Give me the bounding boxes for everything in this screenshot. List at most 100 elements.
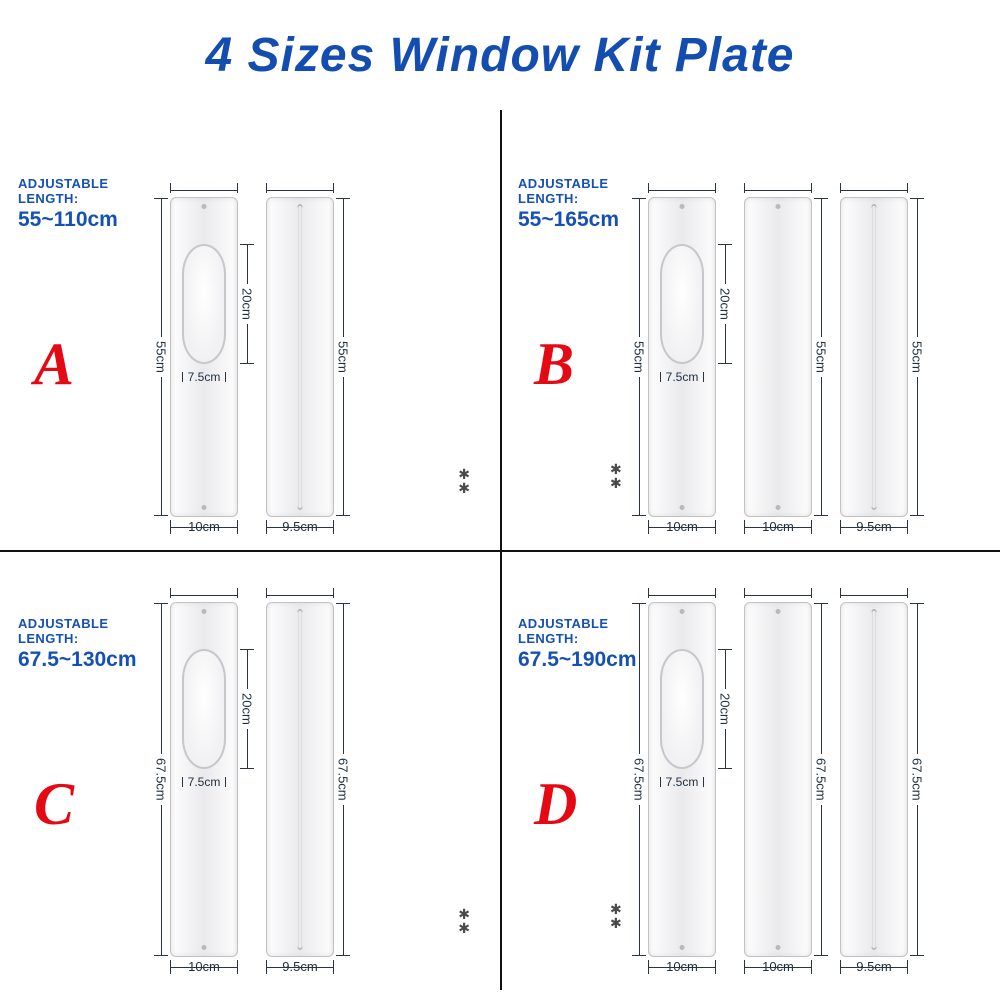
aux-plate-unit: 67.5cm 9.5cm xyxy=(266,602,334,974)
plate-height-label: 55cm xyxy=(632,341,647,373)
mid-plate: 55cm xyxy=(744,197,812,517)
slot-height-marker: 20cm xyxy=(237,649,257,769)
plate-height-label: 67.5cm xyxy=(336,758,351,801)
top-width-marker xyxy=(266,588,334,598)
main-plate: 7.5cm 67.5cm 20cm xyxy=(648,602,716,957)
mid-plate-unit: 67.5cm 10cm xyxy=(744,602,812,974)
plate-height-marker-right: 67.5cm xyxy=(811,603,831,956)
plate-height-label: 55cm xyxy=(154,341,169,373)
plate-row: 7.5cm 67.5cm 20cm 10cm xyxy=(648,584,908,974)
hose-slot xyxy=(660,244,704,364)
page-title: 4 Sizes Window Kit Plate xyxy=(0,0,1000,95)
aux-plate-unit: 55cm 9.5cm xyxy=(840,197,908,534)
top-width-marker xyxy=(840,183,908,193)
variant-c-panel: ADJUSTABLE LENGTH: 67.5~130cm C 7.5cm 67… xyxy=(0,550,500,990)
adjustable-length-block: ADJUSTABLE LENGTH: 55~110cm xyxy=(18,176,163,232)
slot-width-label: 7.5cm xyxy=(182,775,226,789)
main-plate-unit: 7.5cm 55cm 20cm 10cm xyxy=(170,197,238,534)
plate-height-marker-right: 55cm xyxy=(333,198,353,516)
main-plate: 7.5cm 55cm 20cm xyxy=(648,197,716,517)
top-width-marker xyxy=(840,588,908,598)
plate-height-label: 55cm xyxy=(336,341,351,373)
plate-row: 7.5cm 55cm 20cm 10cm xyxy=(170,144,334,534)
plate-width-marker: 9.5cm xyxy=(840,519,908,534)
plate-height-label: 67.5cm xyxy=(632,758,647,801)
screws-icon: ✱✱ xyxy=(610,902,622,930)
aux-plate: 67.5cm xyxy=(840,602,908,957)
main-plate: 7.5cm 55cm 20cm xyxy=(170,197,238,517)
slot-width-label: 7.5cm xyxy=(660,370,704,384)
hose-slot xyxy=(182,244,226,364)
screws-icon: ✱✱ xyxy=(610,462,622,490)
plate-width-marker: 10cm xyxy=(648,519,716,534)
plate-height-marker-left: 55cm xyxy=(151,198,171,516)
top-width-marker xyxy=(744,588,812,598)
aux-plate: 67.5cm xyxy=(266,602,334,957)
aux-plate: 55cm xyxy=(840,197,908,517)
variant-b-panel: ADJUSTABLE LENGTH: 55~165cm B 7.5cm 55cm xyxy=(500,110,1000,550)
slot-height-label: 20cm xyxy=(718,288,733,320)
top-width-marker xyxy=(170,183,238,193)
aux-plate-unit: 55cm 9.5cm xyxy=(266,197,334,534)
variant-letter: B xyxy=(534,330,574,399)
top-width-marker xyxy=(648,588,716,598)
main-plate-unit: 7.5cm 67.5cm 20cm 10cm xyxy=(170,602,238,974)
adjustable-length-label: ADJUSTABLE LENGTH: xyxy=(18,176,163,206)
plate-height-marker-right: 67.5cm xyxy=(907,603,927,956)
plate-height-marker-right: 55cm xyxy=(907,198,927,516)
comparison-grid: ADJUSTABLE LENGTH: 55~110cm A 7.5cm 55cm xyxy=(0,110,1000,990)
variant-a-panel: ADJUSTABLE LENGTH: 55~110cm A 7.5cm 55cm xyxy=(0,110,500,550)
hose-slot xyxy=(182,649,226,769)
slot-width-label: 7.5cm xyxy=(182,370,226,384)
plate-height-marker-left: 55cm xyxy=(629,198,649,516)
screws-icon: ✱✱ xyxy=(458,907,470,935)
screws-icon: ✱✱ xyxy=(458,467,470,495)
adjustable-length-label: ADJUSTABLE LENGTH: xyxy=(18,616,163,646)
plate-height-label: 67.5cm xyxy=(814,758,829,801)
slot-height-label: 20cm xyxy=(718,693,733,725)
slot-width-label: 7.5cm xyxy=(660,775,704,789)
adjustable-length-value: 67.5~130cm xyxy=(18,648,163,672)
top-width-marker xyxy=(170,588,238,598)
variant-d-panel: ADJUSTABLE LENGTH: 67.5~190cm D 7.5cm 67… xyxy=(500,550,1000,990)
plate-width-marker: 10cm xyxy=(744,959,812,974)
plate-height-marker-left: 67.5cm xyxy=(629,603,649,956)
main-plate-unit: 7.5cm 55cm 20cm 10cm xyxy=(648,197,716,534)
plate-height-label: 67.5cm xyxy=(154,758,169,801)
top-width-marker xyxy=(266,183,334,193)
slot-height-label: 20cm xyxy=(240,693,255,725)
slot-height-marker: 20cm xyxy=(715,649,735,769)
main-plate: 7.5cm 67.5cm 20cm xyxy=(170,602,238,957)
plate-width-marker: 10cm xyxy=(648,959,716,974)
plate-height-marker-right: 67.5cm xyxy=(333,603,353,956)
plate-height-label: 55cm xyxy=(814,341,829,373)
adjustable-length-value: 55~110cm xyxy=(18,208,163,232)
plate-width-marker: 10cm xyxy=(170,519,238,534)
slot-height-marker: 20cm xyxy=(237,244,257,364)
plate-height-label: 67.5cm xyxy=(910,758,925,801)
plate-width-marker: 10cm xyxy=(170,959,238,974)
slot-height-marker: 20cm xyxy=(715,244,735,364)
hose-slot xyxy=(660,649,704,769)
mid-plate-unit: 55cm 10cm xyxy=(744,197,812,534)
plate-height-marker-right: 55cm xyxy=(811,198,831,516)
plate-width-marker: 9.5cm xyxy=(840,959,908,974)
plate-width-marker: 9.5cm xyxy=(266,959,334,974)
main-plate-unit: 7.5cm 67.5cm 20cm 10cm xyxy=(648,602,716,974)
plate-row: 7.5cm 67.5cm 20cm 10cm xyxy=(170,584,334,974)
variant-letter: A xyxy=(34,330,74,399)
plate-width-marker: 10cm xyxy=(744,519,812,534)
plate-row: 7.5cm 55cm 20cm 10cm xyxy=(648,144,908,534)
plate-height-marker-left: 67.5cm xyxy=(151,603,171,956)
mid-plate: 67.5cm xyxy=(744,602,812,957)
slot-height-label: 20cm xyxy=(240,288,255,320)
adjustable-length-block: ADJUSTABLE LENGTH: 67.5~130cm xyxy=(18,616,163,672)
top-width-marker xyxy=(648,183,716,193)
aux-plate: 55cm xyxy=(266,197,334,517)
variant-letter: C xyxy=(34,770,74,839)
plate-height-label: 55cm xyxy=(910,341,925,373)
aux-plate-unit: 67.5cm 9.5cm xyxy=(840,602,908,974)
plate-width-marker: 9.5cm xyxy=(266,519,334,534)
variant-letter: D xyxy=(534,770,577,839)
top-width-marker xyxy=(744,183,812,193)
